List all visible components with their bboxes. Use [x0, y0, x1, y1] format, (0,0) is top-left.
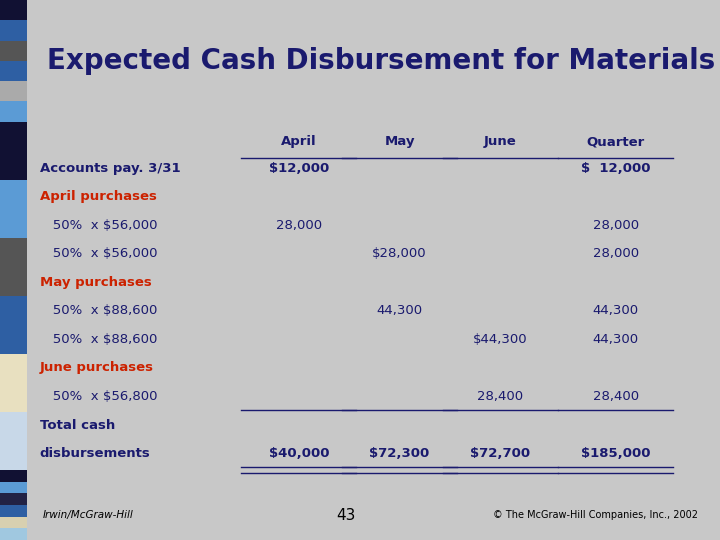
Text: Irwin/McGraw-Hill: Irwin/McGraw-Hill: [43, 510, 134, 521]
Text: 44,300: 44,300: [593, 333, 639, 346]
Text: 44,300: 44,300: [377, 305, 423, 318]
Text: Quarter: Quarter: [587, 136, 644, 148]
Bar: [0, 482, 27, 493]
Text: June: June: [484, 136, 517, 148]
Text: 28,000: 28,000: [593, 247, 639, 260]
Text: 28,400: 28,400: [477, 390, 523, 403]
Text: $72,300: $72,300: [369, 447, 430, 460]
Bar: [0, 528, 27, 540]
Text: Accounts pay. 3/31: Accounts pay. 3/31: [40, 161, 180, 174]
Text: $72,700: $72,700: [470, 447, 531, 460]
Bar: [0, 238, 27, 295]
Text: May purchases: May purchases: [40, 276, 151, 289]
Text: © The McGraw-Hill Companies, Inc., 2002: © The McGraw-Hill Companies, Inc., 2002: [493, 510, 698, 521]
Text: $185,000: $185,000: [581, 447, 650, 460]
Text: April: April: [281, 136, 317, 148]
Bar: [0, 40, 27, 60]
Text: 43: 43: [336, 508, 355, 523]
Text: 44,300: 44,300: [593, 305, 639, 318]
Bar: [0, 20, 27, 40]
Bar: [0, 517, 27, 528]
Bar: [0, 81, 27, 102]
Bar: [0, 505, 27, 517]
Bar: [0, 102, 27, 122]
Bar: [0, 295, 27, 354]
Bar: [0, 179, 27, 238]
Text: 50%  x $56,000: 50% x $56,000: [40, 247, 157, 260]
Text: June purchases: June purchases: [40, 361, 153, 374]
Text: May: May: [384, 136, 415, 148]
Text: April purchases: April purchases: [40, 190, 156, 203]
Text: $12,000: $12,000: [269, 161, 329, 174]
Text: $  12,000: $ 12,000: [581, 161, 650, 174]
Text: 28,400: 28,400: [593, 390, 639, 403]
Bar: [0, 470, 27, 482]
Bar: [0, 354, 27, 411]
Text: Total cash: Total cash: [40, 418, 115, 431]
Bar: [0, 60, 27, 81]
Text: $44,300: $44,300: [473, 333, 528, 346]
Text: 28,000: 28,000: [593, 219, 639, 232]
Bar: [0, 411, 27, 470]
Bar: [0, 122, 27, 179]
Text: 50%  x $56,000: 50% x $56,000: [40, 219, 157, 232]
Text: Expected Cash Disbursement for Materials: Expected Cash Disbursement for Materials: [47, 47, 715, 75]
Text: $28,000: $28,000: [372, 247, 427, 260]
Bar: [0, 0, 27, 20]
Text: 50%  x $88,600: 50% x $88,600: [40, 305, 157, 318]
Text: $40,000: $40,000: [269, 447, 329, 460]
Text: 50%  x $88,600: 50% x $88,600: [40, 333, 157, 346]
Bar: [0, 493, 27, 505]
Text: 28,000: 28,000: [276, 219, 322, 232]
Text: 50%  x $56,800: 50% x $56,800: [40, 390, 157, 403]
Text: disbursements: disbursements: [40, 447, 150, 460]
